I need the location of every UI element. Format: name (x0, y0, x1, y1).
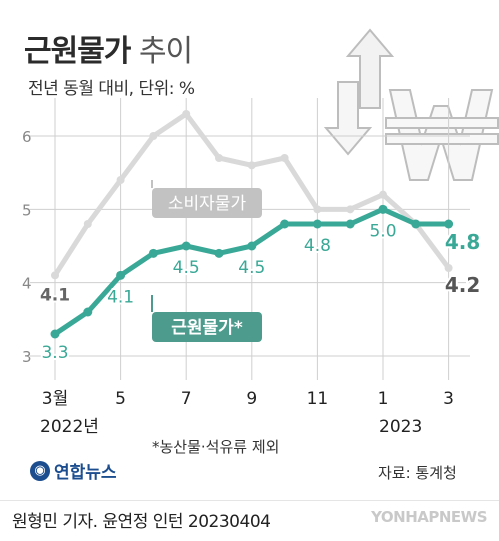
chart-title: 근원물가 추이 (24, 26, 193, 70)
chart-series (50, 110, 454, 339)
cpi-data-point (182, 110, 191, 118)
core-data-label: 5.0 (369, 221, 396, 241)
x-tick-label: 7 (181, 389, 192, 409)
chart-title-sub: 추이 (138, 34, 193, 69)
cpi-series-label: 소비자물가 (151, 180, 262, 218)
y-tick-label: 4 (22, 275, 32, 293)
year-label: 2022년 (40, 417, 99, 437)
cpi-data-point (379, 190, 387, 199)
cpi-data-point (247, 161, 256, 170)
y-tick-label: 5 (22, 201, 32, 219)
core-data-point (214, 248, 224, 258)
core-data-label: 4.1 (107, 287, 134, 307)
x-tick-label: 3 (443, 389, 454, 409)
x-tick-label: 9 (246, 389, 257, 409)
core-data-point (148, 248, 158, 258)
x-tick-label: 1 (378, 389, 389, 409)
cpi-data-point (444, 264, 453, 272)
yonhap-logo-text: 연합뉴스 (54, 463, 117, 483)
cpi-data-label: 4.2 (445, 273, 480, 297)
y-tick-label: 6 (22, 128, 32, 146)
chart-title-main: 근원물가 (24, 34, 131, 69)
core-data-label: 3.3 (41, 343, 68, 363)
core-data-label: 4.5 (238, 258, 265, 278)
x-tick-label: 3월 (42, 389, 68, 409)
footnote: *농산물·석유류 제외 (152, 438, 280, 456)
core-data-point (50, 329, 60, 339)
up-arrow-icon (345, 28, 395, 109)
cpi-series-label-text: 소비자물가 (168, 194, 247, 214)
core-data-point (378, 204, 388, 214)
core-data-label: 4.5 (173, 258, 200, 278)
core-data-point (181, 241, 191, 251)
data-labels: 4.1 4.2 3.3 4.1 4.5 4.5 4.8 5.0 4.8 (38, 219, 482, 365)
won-arrows-illustration (323, 28, 499, 181)
core-data-point (280, 219, 290, 229)
y-axis: 3 4 5 6 (22, 128, 32, 366)
core-data-label: 4.8 (445, 230, 480, 254)
cpi-data-point (280, 154, 289, 162)
footer-bar (0, 500, 499, 541)
yonhap-logo: ◉ 연합뉴스 (30, 458, 117, 483)
cpi-data-point (116, 176, 125, 184)
x-tick-label: 11 (307, 389, 329, 409)
cpi-data-label: 4.1 (40, 285, 70, 305)
footer-credit: 원형민 기자. 윤연정 인턴 20230404 (12, 512, 271, 532)
cpi-data-point (51, 271, 59, 280)
cpi-data-point (149, 132, 158, 140)
source-note: 자료: 통계청 (378, 464, 457, 482)
watermark: YONHAPNEWS (371, 508, 487, 526)
core-data-label: 4.8 (304, 236, 331, 256)
core-data-point (247, 241, 257, 251)
cpi-series-label-bg (152, 188, 262, 218)
core-series-label-text: 근원물가* (171, 318, 243, 338)
core-data-point (345, 219, 355, 229)
core-data-point (83, 307, 93, 317)
cpi-data-point (83, 220, 92, 228)
core-series-label: 근원물가* (151, 295, 262, 342)
core-data-point (116, 270, 126, 280)
y-tick-label: 3 (22, 348, 32, 366)
won-sign-icon (385, 89, 499, 181)
infographic-card (0, 0, 499, 500)
core-data-point (444, 219, 454, 229)
cpi-data-point (346, 205, 355, 214)
cpi-data-point (313, 205, 322, 214)
cpi-data-point (215, 154, 223, 162)
chart-subtitle: 전년 동월 대비, 단위: % (28, 79, 195, 99)
core-series-label-bg (152, 312, 262, 342)
x-tick-label: 5 (115, 389, 126, 409)
core-data-point (312, 219, 322, 229)
yonhap-logo-icon: ◉ (30, 460, 50, 481)
core-data-point (411, 219, 421, 229)
year-label: 2023 (379, 417, 422, 437)
